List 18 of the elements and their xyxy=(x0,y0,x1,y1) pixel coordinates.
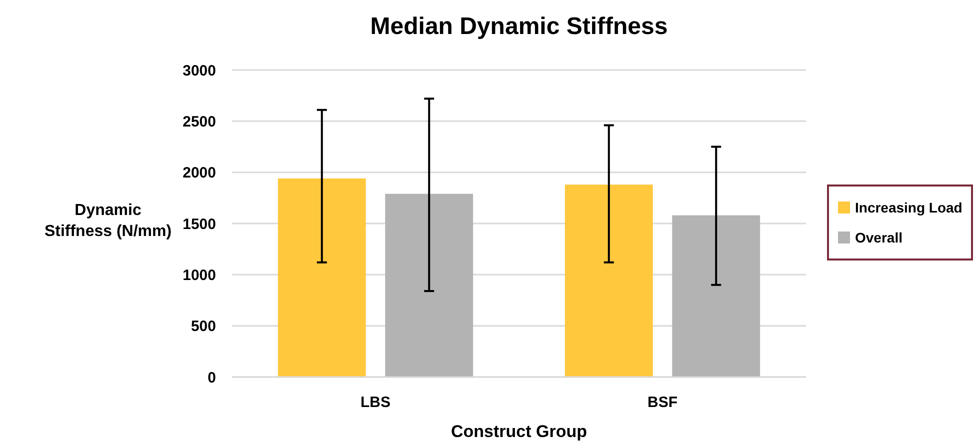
chart-title: Median Dynamic Stiffness xyxy=(370,13,668,40)
legend-label: Overall xyxy=(855,229,902,246)
y-tick-label: 1500 xyxy=(182,216,216,233)
y-axis-title: Dynamic Stiffness (N/mm) xyxy=(44,202,172,240)
bar xyxy=(278,178,366,377)
legend-label: Increasing Load xyxy=(855,199,962,216)
x-axis-title: Construct Group xyxy=(451,422,587,441)
bar xyxy=(385,194,474,377)
y-tick-label: 2500 xyxy=(182,113,216,130)
x-tick-label: BSF xyxy=(648,394,678,411)
bar xyxy=(564,184,653,377)
y-tick-label: 500 xyxy=(190,318,216,336)
bar xyxy=(672,215,760,377)
x-tick-label: LBS xyxy=(360,394,390,411)
y-tick-label: 2000 xyxy=(182,164,216,182)
y-tick-label: 3000 xyxy=(182,62,216,80)
y-tick-label: 0 xyxy=(208,369,216,386)
y-tick-label: 1000 xyxy=(182,266,216,284)
